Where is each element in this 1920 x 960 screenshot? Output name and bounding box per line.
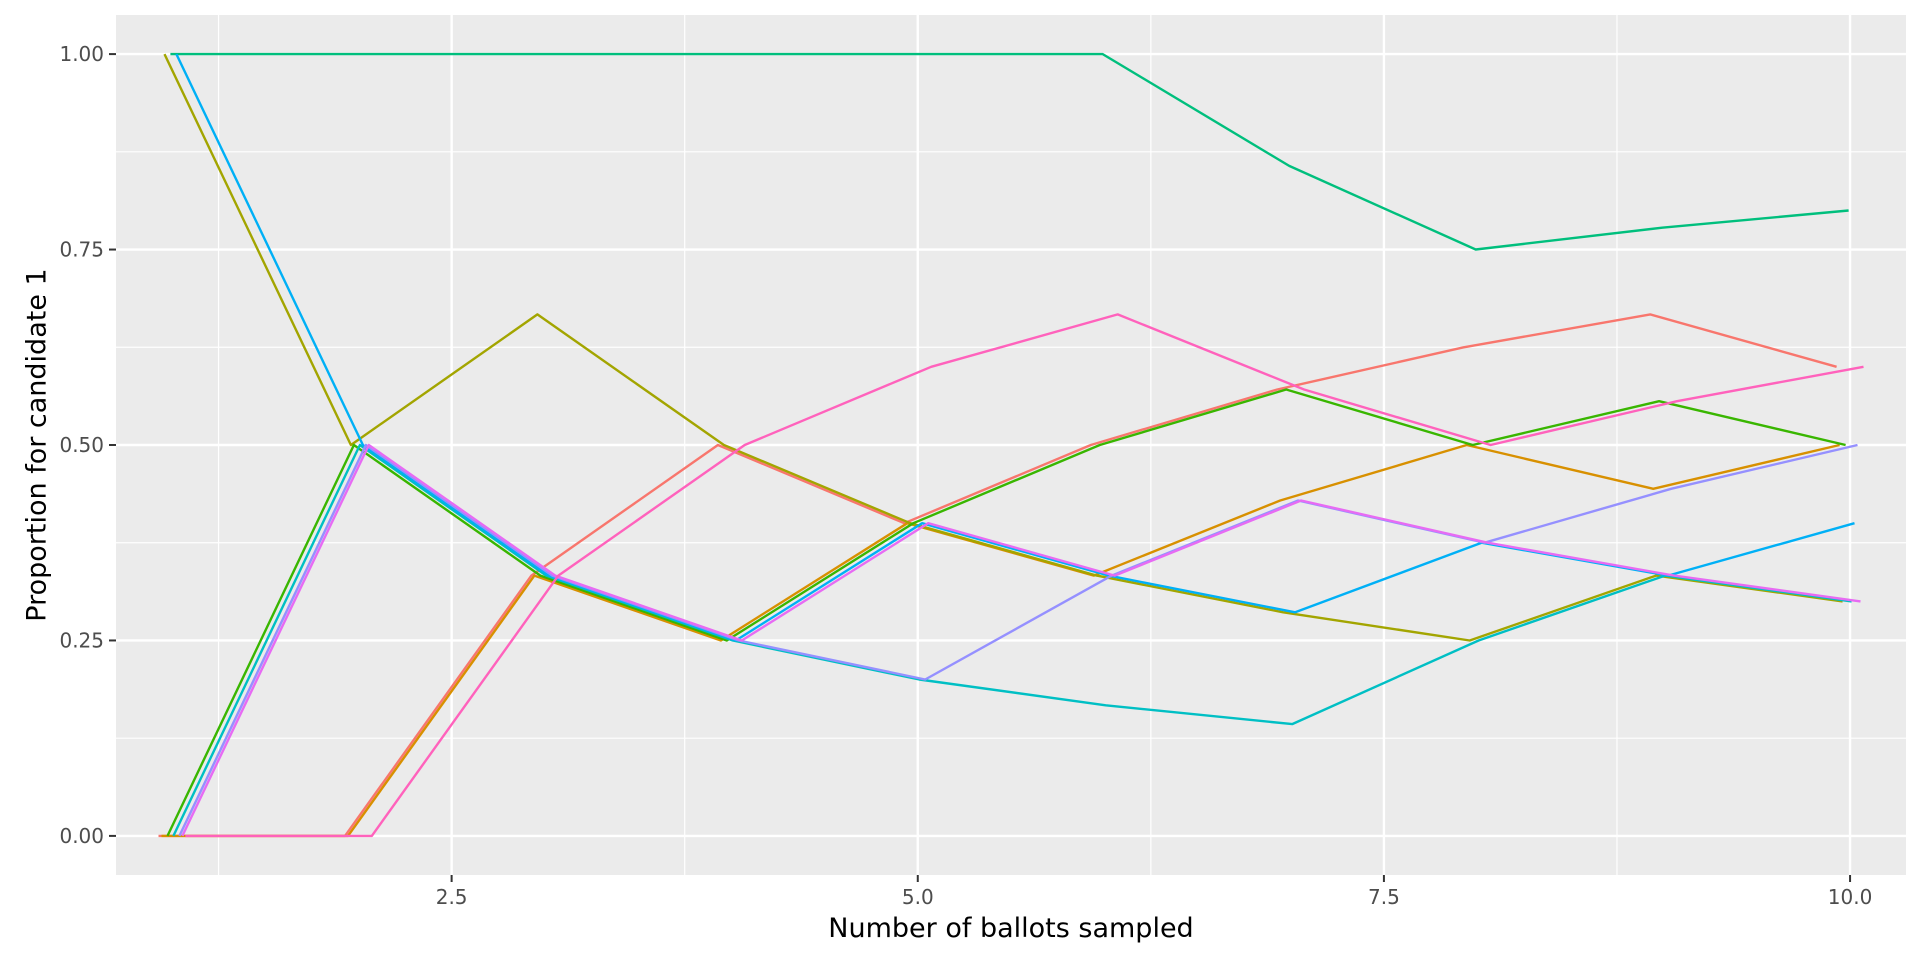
- series-lines: [158, 52, 1864, 838]
- series-line-4: [166, 388, 1846, 837]
- x-axis-title: Number of ballots sampled: [828, 913, 1193, 944]
- major-gridlines: [116, 15, 1906, 875]
- y-tick-label: 0.25: [59, 628, 104, 652]
- series-line-5: [170, 52, 1849, 251]
- series-line-10: [185, 313, 1864, 838]
- y-axis-title: Proportion for candidate 1: [21, 268, 52, 621]
- series-line-1: [158, 313, 1837, 838]
- y-tick-label: 0.00: [59, 824, 104, 848]
- series-line-9: [181, 443, 1861, 837]
- y-tick-label: 0.50: [59, 433, 104, 457]
- x-tick-label: 10.0: [1828, 885, 1873, 909]
- y-tick-label: 0.75: [59, 238, 104, 262]
- x-tick-label: 2.5: [436, 885, 468, 909]
- x-tick-label: 5.0: [902, 885, 934, 909]
- y-axis-ticks: 0.00 0.25 0.50 0.75 1.00: [59, 42, 116, 848]
- x-axis-ticks: 2.5 5.0 7.5 10.0: [436, 875, 1873, 909]
- x-tick-label: 7.5: [1368, 885, 1400, 909]
- series-line-3: [163, 53, 1843, 642]
- series-line-6: [172, 443, 1852, 837]
- series-line-8: [178, 443, 1858, 837]
- y-tick-label: 1.00: [59, 42, 104, 66]
